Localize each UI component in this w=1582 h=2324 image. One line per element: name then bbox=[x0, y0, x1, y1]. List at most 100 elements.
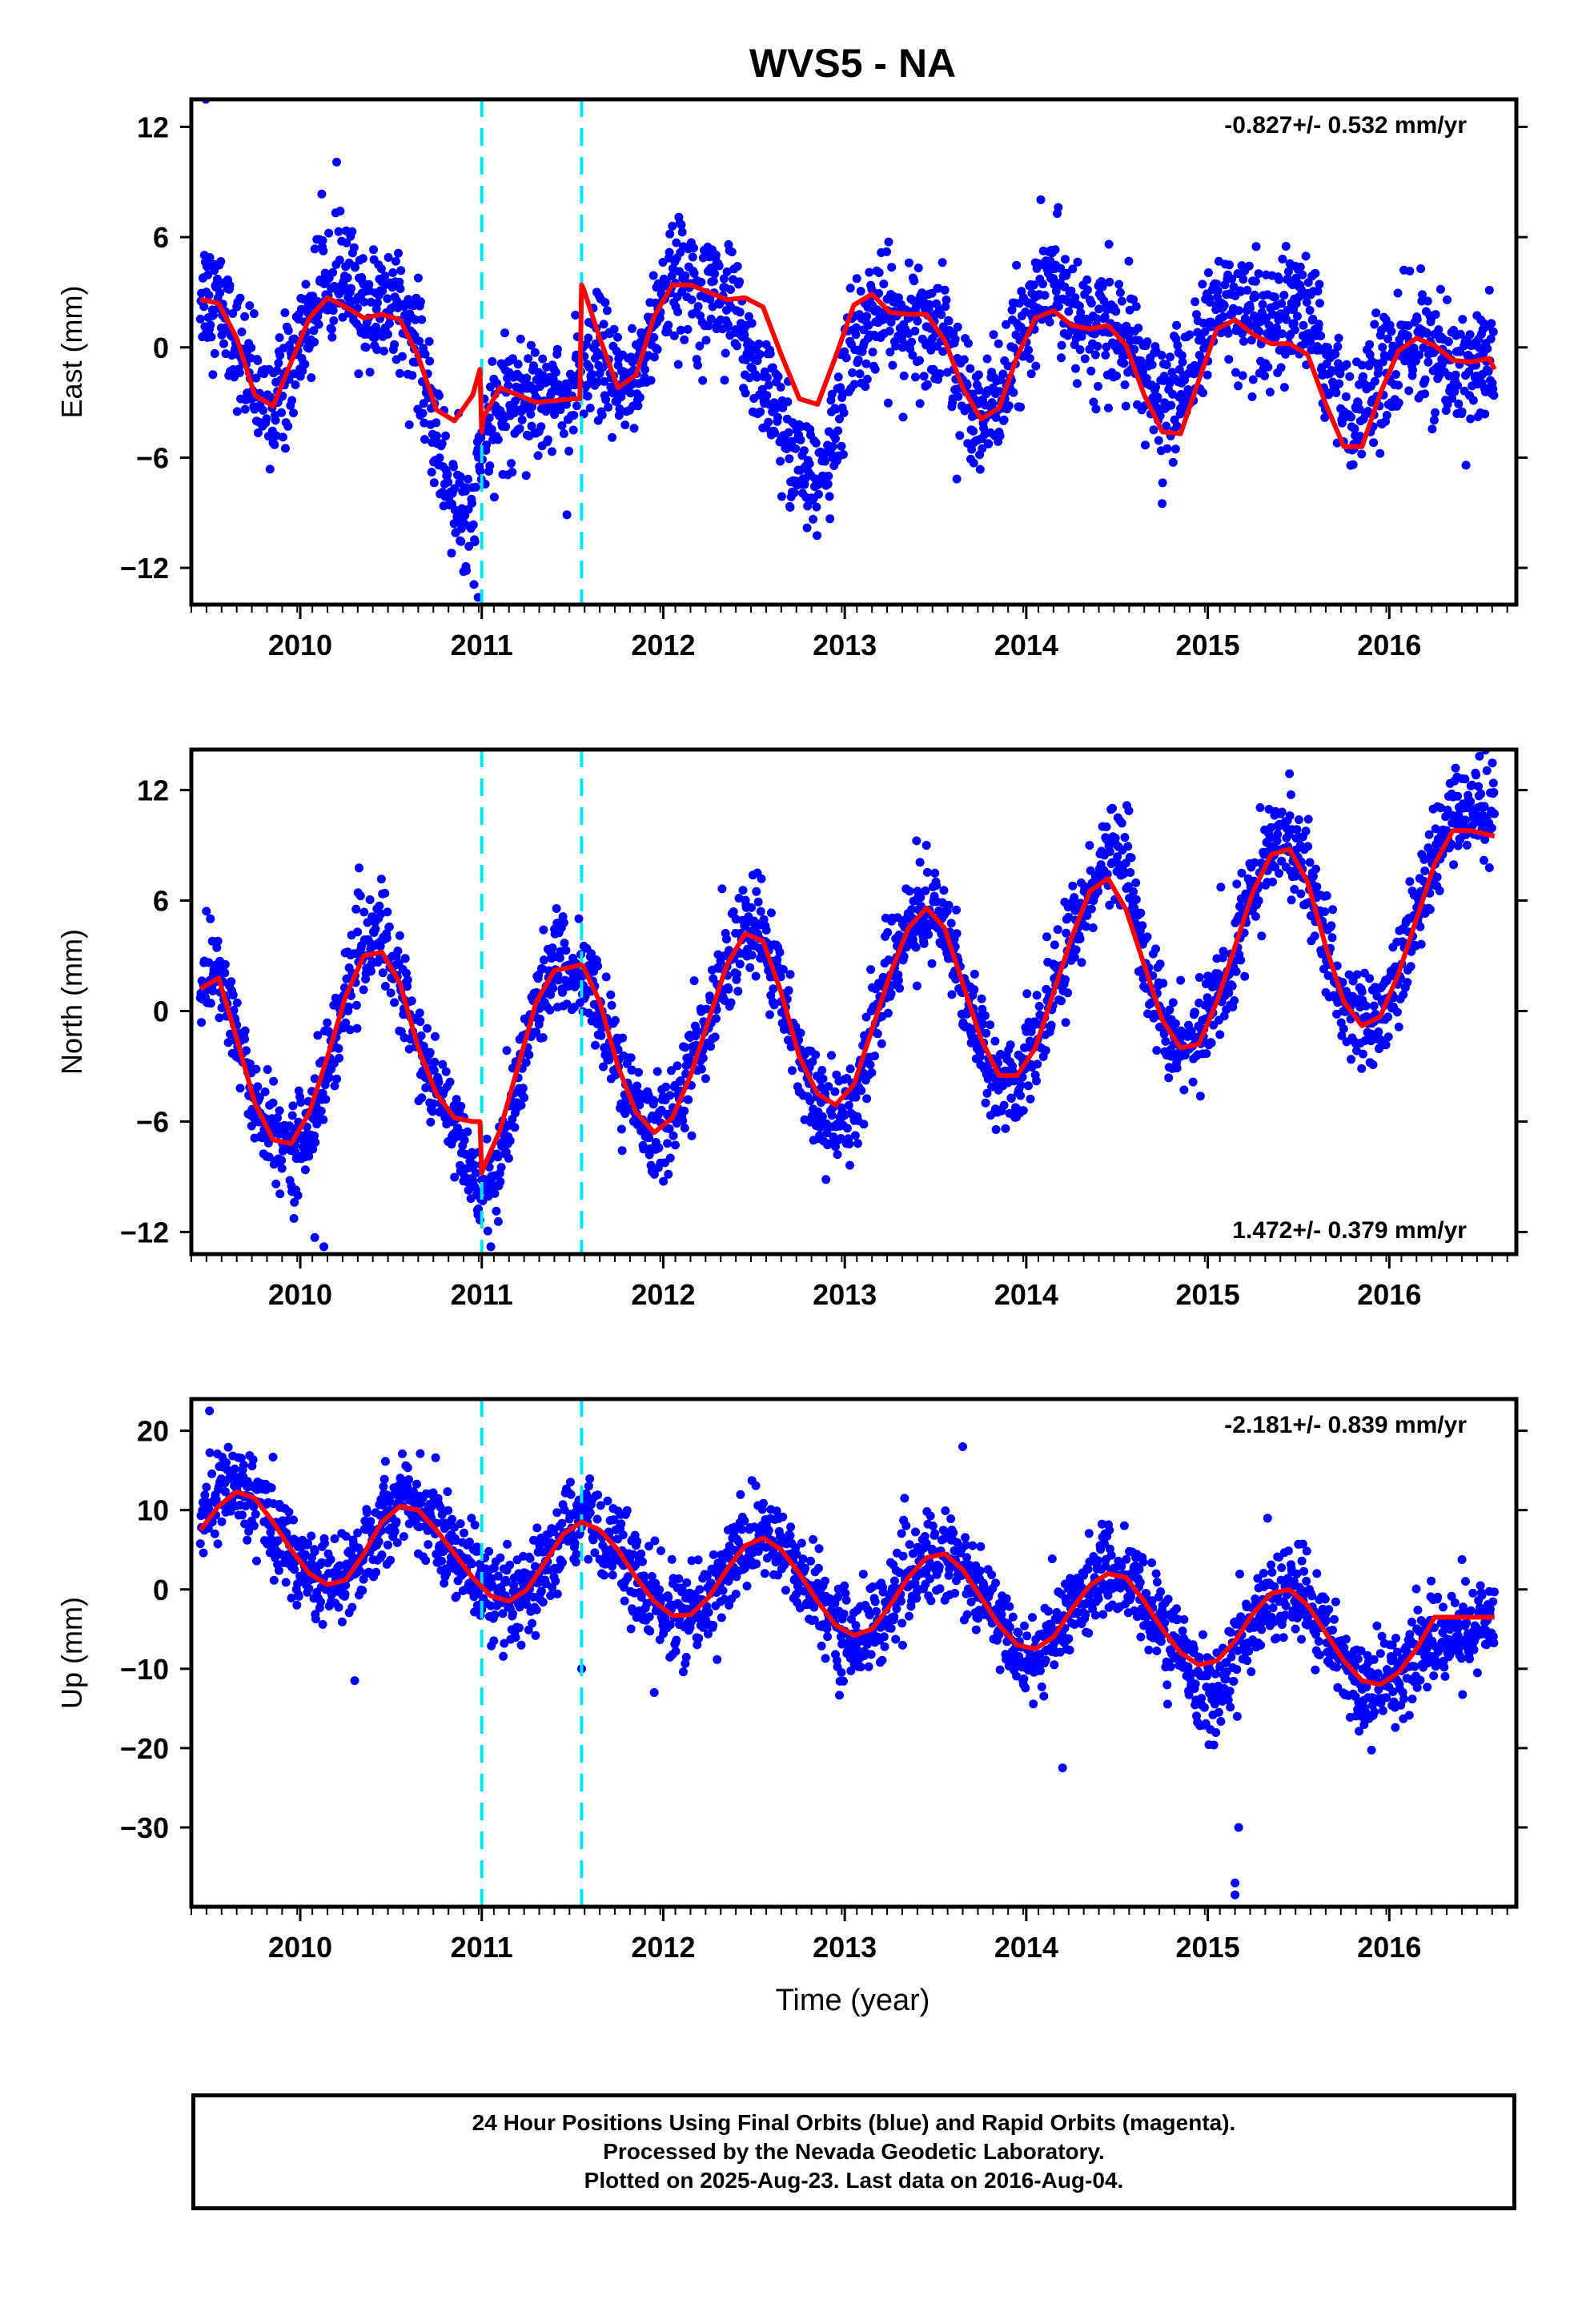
east-position-point bbox=[885, 326, 894, 336]
north-position-point bbox=[206, 914, 215, 923]
east-position-point bbox=[754, 340, 764, 348]
north-position-point bbox=[1117, 818, 1126, 828]
east-outlier-point bbox=[459, 567, 468, 577]
east-position-point bbox=[447, 549, 456, 558]
east-position-point bbox=[424, 336, 434, 346]
east-position-point bbox=[527, 421, 536, 431]
east-position-point bbox=[1082, 275, 1092, 284]
north-position-point bbox=[1451, 763, 1460, 773]
east-position-point bbox=[1075, 345, 1085, 355]
east-position-point bbox=[1341, 392, 1351, 401]
east-position-point bbox=[1073, 257, 1082, 267]
east-position-point bbox=[584, 333, 593, 343]
north-position-point bbox=[359, 907, 369, 917]
east-position-point bbox=[975, 464, 985, 474]
north-position-point bbox=[1136, 908, 1146, 918]
east-position-point bbox=[416, 297, 425, 307]
east-position-point bbox=[689, 243, 698, 253]
north-position-point bbox=[1475, 751, 1484, 761]
east-position-point bbox=[1172, 421, 1182, 431]
east-position-point bbox=[310, 337, 319, 347]
north-position-point bbox=[1327, 933, 1337, 943]
east-position-point bbox=[1418, 290, 1427, 300]
east-position-point bbox=[824, 472, 833, 480]
east-position-point bbox=[1147, 360, 1157, 369]
north-position-point bbox=[1188, 1077, 1198, 1087]
east-position-point bbox=[291, 380, 300, 389]
east-rate-label: -0.827+/- 0.532 mm/yr bbox=[1224, 112, 1467, 139]
east-position-point bbox=[789, 488, 799, 497]
east-position-point bbox=[942, 296, 951, 304]
east-position-point bbox=[1391, 370, 1400, 379]
north-position-point bbox=[883, 927, 893, 937]
north-position-point bbox=[817, 1112, 827, 1121]
east-position-point bbox=[1282, 315, 1291, 324]
north-position-point bbox=[788, 1066, 797, 1076]
north-position-point bbox=[939, 886, 949, 895]
east-position-point bbox=[207, 332, 216, 342]
north-position-point bbox=[212, 943, 222, 952]
east-position-point bbox=[1374, 364, 1383, 373]
north-position-point bbox=[886, 989, 896, 999]
north-position-point bbox=[1435, 886, 1444, 895]
east-position-point bbox=[245, 301, 255, 311]
north-position-point bbox=[492, 1206, 501, 1216]
east-position-point bbox=[552, 344, 562, 354]
east-position-point bbox=[404, 420, 414, 429]
north-position-point bbox=[1311, 864, 1320, 874]
east-position-point bbox=[318, 235, 327, 245]
north-position-point bbox=[676, 1076, 685, 1085]
east-position-point bbox=[721, 348, 730, 358]
north-position-point bbox=[300, 1165, 310, 1175]
east-position-point bbox=[1316, 332, 1326, 340]
east-position-point bbox=[940, 285, 950, 295]
north-position-point bbox=[1308, 871, 1318, 881]
east-position-point bbox=[752, 372, 761, 382]
east-position-point bbox=[862, 375, 872, 384]
east-position-point bbox=[911, 372, 920, 382]
east-position-point bbox=[757, 384, 767, 394]
east-position-point bbox=[882, 247, 891, 256]
east-position-point bbox=[1075, 301, 1084, 311]
north-position-point bbox=[947, 990, 957, 999]
north-position-point bbox=[893, 913, 902, 923]
north-position-point bbox=[833, 1150, 842, 1160]
north-position-point bbox=[429, 1066, 439, 1075]
north-position-point bbox=[1489, 788, 1499, 797]
east-position-point bbox=[1420, 389, 1430, 399]
east-position-point bbox=[1142, 337, 1152, 347]
east-position-point bbox=[665, 229, 675, 239]
east-position-point bbox=[464, 474, 472, 484]
east-position-point bbox=[1004, 401, 1014, 411]
north-position-point bbox=[1460, 774, 1470, 784]
north-position-point bbox=[416, 1031, 426, 1040]
north-position-point bbox=[1006, 1040, 1015, 1050]
east-position-point bbox=[391, 256, 400, 266]
north-position-point bbox=[999, 1100, 1009, 1110]
east-position-point bbox=[1112, 371, 1121, 380]
east-position-point bbox=[773, 412, 782, 422]
east-position-point bbox=[1104, 239, 1114, 249]
north-position-point bbox=[733, 987, 743, 996]
east-position-point bbox=[1254, 269, 1263, 279]
east-position-point bbox=[593, 377, 603, 387]
east-position-point bbox=[504, 380, 513, 390]
east-position-point bbox=[1466, 414, 1476, 424]
east-position-point bbox=[1168, 457, 1178, 467]
east-position-point bbox=[695, 341, 705, 351]
east-position-point bbox=[705, 295, 715, 304]
east-position-point bbox=[904, 258, 913, 267]
east-position-point bbox=[1405, 267, 1415, 275]
east-ytick-label: 0 bbox=[153, 332, 169, 364]
north-position-point bbox=[970, 985, 979, 995]
north-position-point bbox=[434, 1077, 444, 1087]
north-position-point bbox=[1124, 806, 1134, 815]
east-position-point bbox=[1068, 264, 1078, 274]
east-position-point bbox=[883, 398, 893, 408]
east-position-point bbox=[388, 268, 398, 277]
east-position-point bbox=[864, 320, 873, 330]
east-xtick-label: 2012 bbox=[631, 629, 695, 661]
east-position-point bbox=[262, 414, 271, 424]
east-position-point bbox=[629, 424, 639, 433]
north-position-point bbox=[883, 1008, 893, 1018]
